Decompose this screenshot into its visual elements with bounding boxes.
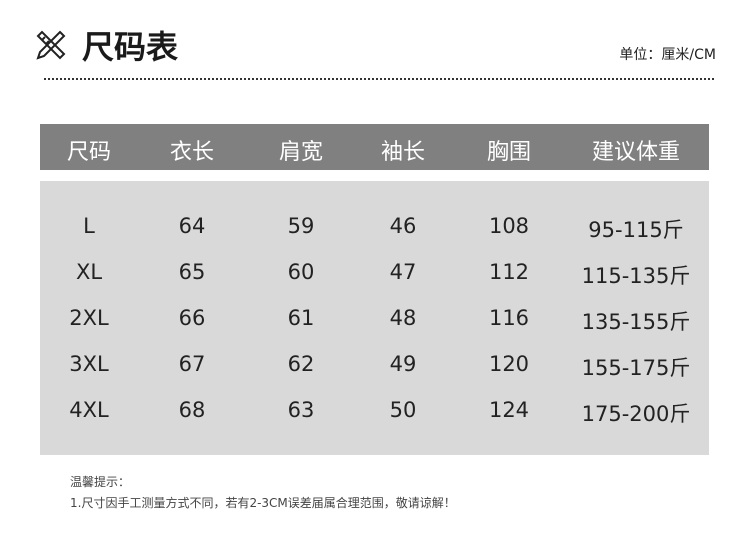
- table-cell: L: [83, 214, 95, 238]
- table-cell: 68: [178, 398, 206, 422]
- table-cell: 135-155斤: [581, 310, 691, 334]
- table-cell: 4XL: [69, 398, 109, 422]
- table-cell: 46: [389, 214, 417, 238]
- column-header: 肩宽: [278, 140, 324, 165]
- table-header: 尺码 衣长 肩宽 袖长 胸围 建议体重: [40, 124, 709, 170]
- column-header: 建议体重: [591, 140, 681, 165]
- table-cell: 95-115斤: [588, 218, 684, 242]
- dotted-divider: [44, 78, 714, 80]
- column-header: 袖长: [380, 140, 426, 165]
- table-cell: 63: [287, 398, 315, 422]
- column-header: 尺码: [66, 140, 112, 165]
- column-header: 胸围: [486, 140, 532, 165]
- table-cell: 67: [178, 352, 206, 376]
- table-cell: 50: [389, 398, 417, 422]
- column-header: 衣长: [169, 140, 215, 165]
- table-cell: 60: [287, 260, 315, 284]
- table-cell: 116: [488, 306, 530, 330]
- table-cell: 66: [178, 306, 206, 330]
- page-title: 尺码表: [82, 28, 179, 66]
- table-cell: 47: [389, 260, 417, 284]
- table-cell: XL: [75, 260, 103, 284]
- table-body: L 64 59 46 108 95-115斤 XL 65 60 47 112 115-135斤 2XL 6…: [40, 181, 709, 455]
- unit-label: 单位：厘米/CM: [619, 47, 716, 63]
- table-cell: 112: [488, 260, 530, 284]
- table-cell: 120: [488, 352, 530, 376]
- table-cell: 3XL: [69, 352, 109, 376]
- pencil-ruler-icon: [36, 30, 66, 60]
- table-cell: 61: [287, 306, 315, 330]
- table-cell: 124: [488, 398, 530, 422]
- table-cell: 175-200斤: [581, 402, 691, 426]
- table-cell: 59: [287, 214, 315, 238]
- table-cell: 2XL: [69, 306, 109, 330]
- table-cell: 115-135斤: [581, 264, 691, 288]
- table-cell: 155-175斤: [581, 356, 691, 380]
- table-cell: 48: [389, 306, 417, 330]
- table-cell: 64: [178, 214, 206, 238]
- notes-heading: 温馨提示：: [70, 475, 131, 489]
- table-cell: 62: [287, 352, 315, 376]
- table-cell: 108: [488, 214, 530, 238]
- table-cell: 65: [178, 260, 206, 284]
- notes-line: 1.尺寸因手工测量方式不同，若有2-3CM误差届属合理范围，敬请谅解！: [70, 496, 456, 510]
- table-cell: 49: [389, 352, 417, 376]
